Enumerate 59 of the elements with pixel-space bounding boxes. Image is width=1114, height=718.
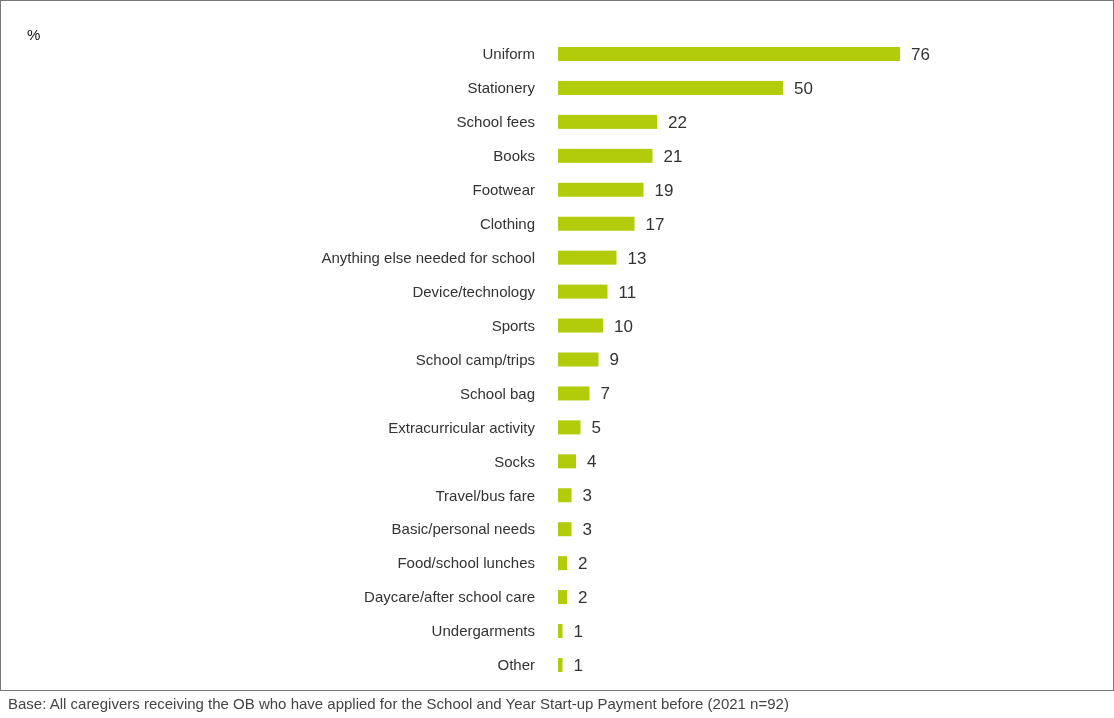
- y-tick-label: Sports: [491, 316, 535, 334]
- data-label: 76: [911, 44, 930, 64]
- bar: [558, 386, 590, 401]
- y-tick-label: Books: [493, 147, 535, 165]
- text: %: [27, 26, 41, 43]
- data-label: 5: [591, 418, 601, 438]
- y-tick-label: Basic/personal needs: [391, 520, 535, 538]
- y-tick-label: School bag: [459, 384, 535, 402]
- data-label: 50: [794, 78, 813, 98]
- y-tick-label: Device/technology: [412, 282, 536, 300]
- y-tick-label: Undergarments: [431, 622, 535, 640]
- data-label: 22: [668, 112, 687, 132]
- data-label: 2: [578, 588, 588, 608]
- y-tick-label: School camp/trips: [415, 350, 535, 368]
- y-tick-label: School fees: [456, 113, 535, 131]
- bar: [558, 114, 657, 129]
- data-label: 2: [578, 554, 588, 574]
- bar: [558, 420, 581, 435]
- y-tick-label: Other: [497, 656, 535, 674]
- bar: [558, 182, 644, 197]
- bar: [558, 284, 608, 299]
- data-label: 10: [614, 316, 633, 336]
- y-tick-label: Footwear: [472, 181, 535, 199]
- text: Base: All caregivers receiving the OB who have applied for the School and Year Start-up Payment before (2021 n=92): [8, 695, 789, 712]
- y-tick-label: Extracurricular activity: [388, 418, 536, 436]
- bar: [558, 148, 653, 163]
- y-tick-label: Uniform: [482, 45, 535, 63]
- bar: [558, 556, 567, 571]
- y-tick-label: Travel/bus fare: [435, 486, 535, 504]
- data-label: 9: [609, 350, 619, 370]
- data-label: 17: [645, 214, 665, 234]
- data-label: 11: [618, 282, 637, 302]
- data-label: 13: [627, 248, 647, 268]
- data-label: 21: [663, 146, 683, 166]
- data-label: 3: [582, 520, 592, 540]
- bar: [558, 216, 635, 231]
- bar: [558, 522, 572, 537]
- data-label: 19: [654, 180, 674, 200]
- y-tick-label: Socks: [494, 452, 535, 470]
- data-label: 3: [582, 486, 592, 506]
- bar: [558, 250, 617, 265]
- data-label: 1: [573, 655, 583, 675]
- bar: [558, 47, 900, 61]
- bar: [558, 590, 567, 605]
- bar: [558, 454, 576, 469]
- y-tick-label: Food/school lunches: [397, 554, 535, 572]
- y-tick-label: Anything else needed for school: [321, 248, 535, 266]
- bar: [558, 352, 599, 367]
- y-tick-label: Clothing: [479, 214, 535, 232]
- bar: [558, 80, 783, 95]
- data-label: 1: [573, 622, 583, 642]
- bar: [558, 318, 603, 333]
- bar: [558, 658, 563, 672]
- bar: [558, 624, 563, 639]
- bar: [558, 488, 572, 503]
- data-label: 7: [600, 384, 610, 404]
- y-tick-label: Daycare/after school care: [364, 588, 535, 606]
- data-label: 4: [587, 452, 597, 472]
- y-tick-label: Stationery: [467, 79, 536, 97]
